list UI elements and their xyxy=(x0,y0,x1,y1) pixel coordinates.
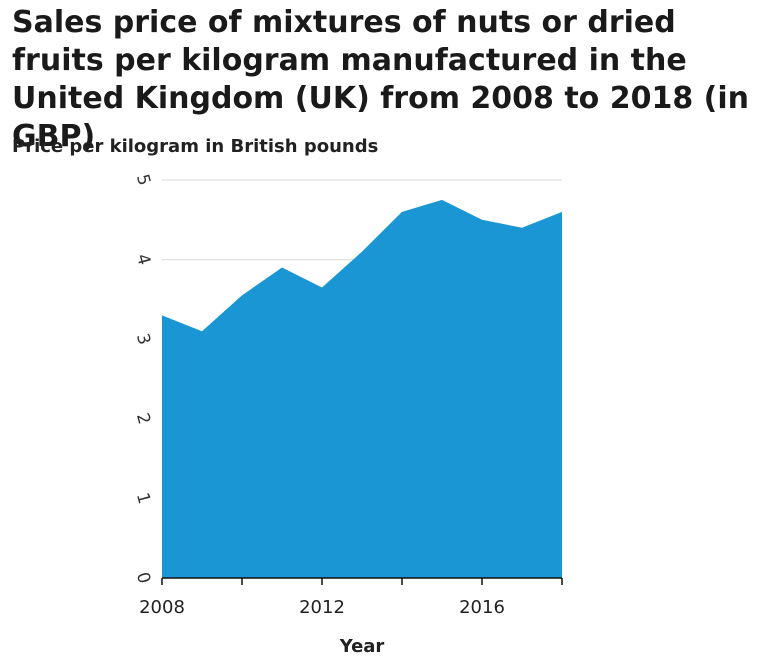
y-tick-label-0: 0 xyxy=(132,570,154,586)
x-axis: 2008 2012 2016 xyxy=(139,577,563,618)
chart-title: Sales price of mixtures of nuts or dried… xyxy=(12,5,750,154)
y-tick-label-4: 4 xyxy=(132,252,154,268)
x-axis-label: Year xyxy=(339,636,385,657)
area-series xyxy=(162,199,562,578)
x-tick-label-2016: 2016 xyxy=(459,597,505,618)
y-tick-label-5: 5 xyxy=(132,172,154,188)
y-tick-label-3: 3 xyxy=(132,331,154,347)
y-tick-label-1: 1 xyxy=(132,491,154,507)
y-ticks: 0 1 2 3 4 5 xyxy=(132,172,154,586)
x-tick-label-2012: 2012 xyxy=(299,597,345,618)
x-tick-label-2008: 2008 xyxy=(139,597,185,618)
y-tick-label-2: 2 xyxy=(132,411,154,427)
y-axis-label: Price per kilogram in British pounds xyxy=(12,136,379,157)
